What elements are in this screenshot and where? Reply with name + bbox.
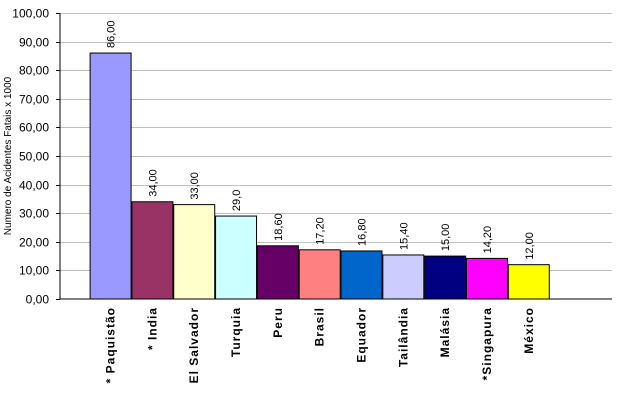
y-tick-label: 0,00: [26, 293, 50, 307]
bar: [340, 250, 383, 300]
y-tick-label: 100,00: [12, 7, 49, 21]
bar: [298, 249, 341, 300]
x-category-label: Equador: [355, 307, 369, 363]
data-label: 86,00: [106, 21, 118, 49]
y-tick-label: 30,00: [19, 207, 49, 221]
data-label: 17,20: [315, 217, 327, 245]
data-labels: 86,00 34,00 33,00 29,0 18,60 17,20 16,80 15,40 1…: [106, 21, 536, 260]
x-category-label: Turquia: [229, 307, 243, 357]
bar: [424, 255, 467, 300]
x-category-label: Brasil: [313, 307, 327, 346]
bar: [382, 254, 425, 300]
y-tick-label: 90,00: [19, 36, 49, 50]
x-axis-categories: * Paquistão * India El Salvador Turquia Peru…: [104, 307, 536, 383]
x-category-label: *Singapura: [480, 307, 494, 380]
y-tick-label: 60,00: [19, 121, 49, 135]
y-axis-label: Numero de Acidentes Fatais x 1000: [3, 76, 14, 235]
x-category-label: Malásia: [438, 307, 452, 357]
data-label: 33,00: [189, 172, 201, 200]
x-category-label: * India: [145, 307, 159, 350]
x-category-label: Peru: [271, 307, 285, 338]
x-category-label: El Salvador: [187, 307, 201, 383]
y-tick-label: 10,00: [19, 264, 49, 278]
x-category-label: Tailândia: [396, 307, 410, 367]
y-tick-label: 20,00: [19, 236, 49, 250]
bar: [131, 201, 174, 300]
bars: [89, 52, 550, 300]
bar: [507, 264, 550, 300]
data-label: 12,00: [524, 232, 536, 260]
y-tick-label: 40,00: [19, 179, 49, 193]
data-label: 16,80: [357, 218, 369, 246]
y-tick-label: 80,00: [19, 64, 49, 78]
data-label: 34,00: [147, 169, 159, 197]
x-category-label: México: [522, 307, 536, 354]
data-label: 15,40: [398, 222, 410, 250]
data-label: 15,00: [440, 224, 452, 252]
y-axis-ticks: 0,00 10,00 20,00 30,00 40,00 50,00 60,00 70,00 8…: [12, 7, 60, 307]
bar: [173, 204, 216, 300]
data-label: 18,60: [273, 213, 285, 241]
x-category-label: * Paquistão: [104, 307, 118, 383]
y-tick-label: 50,00: [19, 150, 49, 164]
bar: [89, 52, 132, 300]
data-label: 14,20: [482, 226, 494, 254]
data-label: 29,0: [231, 190, 243, 211]
y-tick-label: 70,00: [19, 93, 49, 107]
bar: [215, 215, 258, 300]
bar: [256, 245, 299, 300]
bar: [465, 257, 508, 300]
